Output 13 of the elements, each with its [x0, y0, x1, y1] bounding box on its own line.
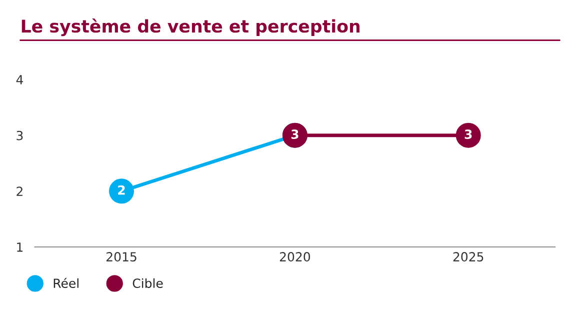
data-label: 3: [291, 130, 298, 139]
chart-title: Le système de vente et perception: [22, 18, 360, 36]
x-tick-label: 2020: [280, 252, 310, 262]
x-tick-label: 2025: [453, 252, 484, 262]
data-label: 3: [464, 130, 472, 139]
data-label: 2: [118, 185, 125, 195]
x-tick-label: 2015: [106, 252, 136, 262]
legend-label: Réel: [54, 278, 78, 288]
y-tick-label: 2: [16, 186, 22, 196]
y-tick-label: 3: [16, 130, 23, 140]
y-tick-label: 1: [17, 242, 23, 252]
y-tick-label: 4: [16, 75, 23, 84]
legend-label: Cible: [132, 278, 163, 288]
